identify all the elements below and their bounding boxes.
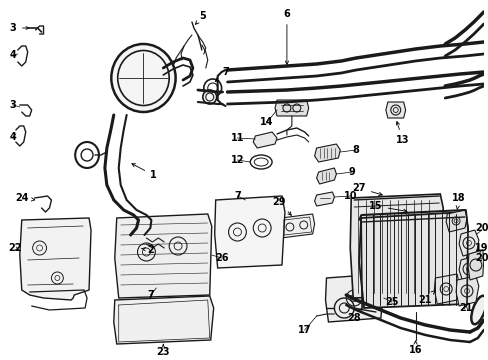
Text: 3: 3 xyxy=(9,100,16,110)
Text: 6: 6 xyxy=(283,9,290,64)
Text: 23: 23 xyxy=(156,344,170,357)
Polygon shape xyxy=(358,212,467,308)
Polygon shape xyxy=(314,144,340,162)
Polygon shape xyxy=(314,192,334,206)
Text: 25: 25 xyxy=(384,297,398,307)
Text: 7: 7 xyxy=(234,191,240,201)
Ellipse shape xyxy=(470,296,486,324)
Text: 27: 27 xyxy=(352,183,382,195)
Text: 16: 16 xyxy=(408,345,422,355)
Polygon shape xyxy=(115,214,211,298)
Polygon shape xyxy=(349,194,442,298)
Polygon shape xyxy=(455,276,478,306)
Text: 7: 7 xyxy=(147,290,153,300)
Text: 15: 15 xyxy=(368,201,406,212)
Polygon shape xyxy=(214,196,285,268)
Text: 1: 1 xyxy=(132,164,157,180)
Ellipse shape xyxy=(111,44,175,112)
Text: 12: 12 xyxy=(230,155,244,165)
Text: 18: 18 xyxy=(451,193,465,209)
Text: 21: 21 xyxy=(418,290,434,305)
Text: 10: 10 xyxy=(343,191,356,201)
Polygon shape xyxy=(316,168,336,184)
Text: 26: 26 xyxy=(214,253,228,263)
Text: 2: 2 xyxy=(141,245,153,255)
Text: 20: 20 xyxy=(474,253,488,263)
Polygon shape xyxy=(467,250,483,280)
Polygon shape xyxy=(20,218,91,300)
Text: 8: 8 xyxy=(352,145,359,155)
Text: 11: 11 xyxy=(230,133,244,143)
Text: 14: 14 xyxy=(260,117,273,127)
Text: 13: 13 xyxy=(395,122,408,145)
Text: 29: 29 xyxy=(272,197,291,215)
Text: 7: 7 xyxy=(215,67,228,81)
Polygon shape xyxy=(253,132,277,148)
Text: 20: 20 xyxy=(474,223,488,233)
Polygon shape xyxy=(114,296,213,344)
Polygon shape xyxy=(445,210,466,232)
Polygon shape xyxy=(385,102,405,118)
Text: 17: 17 xyxy=(297,325,311,335)
Ellipse shape xyxy=(203,90,216,104)
Text: 22: 22 xyxy=(8,243,21,253)
Text: 5: 5 xyxy=(195,11,206,24)
Text: 28: 28 xyxy=(346,308,361,323)
Text: 21: 21 xyxy=(458,303,472,313)
Polygon shape xyxy=(325,274,383,322)
Polygon shape xyxy=(274,100,308,116)
Polygon shape xyxy=(458,256,478,282)
Text: 9: 9 xyxy=(348,167,355,177)
Polygon shape xyxy=(433,274,458,304)
Polygon shape xyxy=(279,214,314,238)
Text: 19: 19 xyxy=(474,243,488,253)
Text: 4: 4 xyxy=(9,50,16,60)
Text: 24: 24 xyxy=(15,193,35,203)
Polygon shape xyxy=(458,230,478,256)
Text: 4: 4 xyxy=(9,132,16,142)
Text: 3: 3 xyxy=(9,23,16,33)
